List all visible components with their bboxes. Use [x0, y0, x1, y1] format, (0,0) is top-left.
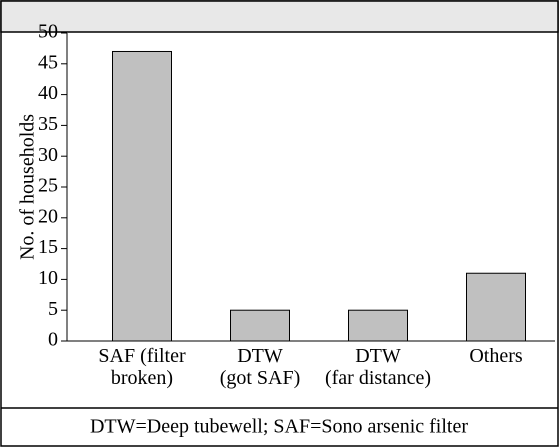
x-tick-label-line: (far distance) — [325, 367, 431, 389]
y-tick-label: 40 — [38, 82, 58, 104]
y-tick-label: 45 — [38, 51, 58, 73]
y-tick-label: 10 — [38, 267, 58, 289]
x-tick-label-line: broken) — [111, 367, 173, 389]
x-tick-label: DTW (got SAF) — [220, 345, 301, 389]
y-tick-label: 20 — [38, 205, 58, 227]
y-tick-label: 30 — [38, 144, 58, 166]
x-tick-label-line: (got SAF) — [220, 367, 301, 389]
x-tick-label-line: Others — [469, 345, 523, 367]
bar — [112, 50, 172, 342]
bar — [230, 309, 290, 342]
x-tick-label-line: DTW — [355, 345, 401, 367]
y-tick-label: 50 — [38, 21, 58, 43]
x-tick-label: DTW (far distance) — [325, 345, 431, 389]
bar — [466, 272, 526, 342]
y-tick-label: 15 — [38, 236, 58, 258]
x-tick-label-line: SAF (filter — [98, 345, 186, 367]
x-tick-label: SAF (filter broken) — [98, 345, 186, 389]
x-tick-label-line: DTW — [237, 345, 283, 367]
y-tick-label: 0 — [48, 329, 58, 351]
bar — [348, 309, 408, 342]
x-tick-label: Others — [469, 345, 523, 367]
footnote: DTW=Deep tubewell; SAF=Sono arsenic filt… — [90, 416, 468, 438]
y-axis-label: No. of households — [17, 114, 39, 260]
y-tick-label: 35 — [38, 113, 58, 135]
y-tick-label: 5 — [48, 298, 58, 320]
y-tick-label: 25 — [38, 175, 58, 197]
header-band — [0, 0, 559, 33]
